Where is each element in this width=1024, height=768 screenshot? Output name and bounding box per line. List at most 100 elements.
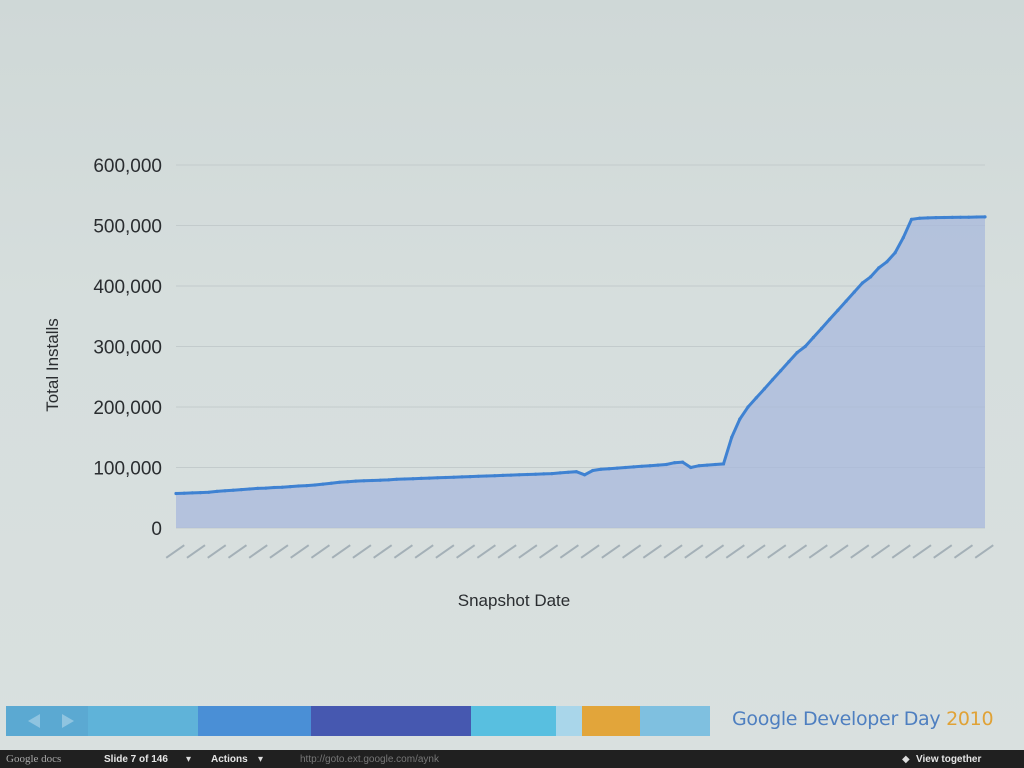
x-tick-mark — [269, 544, 289, 559]
data-point — [795, 351, 799, 355]
data-point — [844, 299, 848, 303]
data-point — [566, 470, 570, 474]
data-point — [779, 369, 783, 373]
data-point — [370, 478, 374, 483]
data-point — [950, 215, 954, 219]
data-point — [476, 474, 480, 478]
x-tick-mark — [435, 544, 455, 559]
x-tick-mark — [580, 544, 600, 559]
data-point — [207, 490, 211, 494]
data-point — [869, 275, 873, 279]
data-point — [484, 474, 489, 478]
data-point — [444, 475, 448, 480]
data-point — [656, 463, 660, 467]
data-point — [435, 476, 440, 480]
data-point — [313, 483, 317, 487]
x-tick-mark — [912, 544, 932, 559]
data-point — [681, 460, 685, 464]
data-point — [198, 491, 203, 495]
x-tick-mark — [373, 544, 393, 559]
data-point — [860, 281, 865, 285]
share-url[interactable]: http://goto.ext.google.com/aynk — [300, 754, 439, 765]
x-tick-mark — [497, 544, 517, 559]
x-tick-mark — [227, 544, 248, 559]
data-point — [223, 489, 227, 493]
data-point — [419, 476, 423, 480]
data-point — [182, 491, 186, 495]
data-point — [231, 488, 235, 492]
data-point — [721, 462, 726, 466]
band-segment-7 — [640, 706, 710, 736]
data-point — [664, 462, 668, 467]
footer-color-band — [0, 706, 1024, 742]
x-tick-mark — [248, 544, 268, 559]
data-point — [288, 485, 292, 489]
x-tick-mark — [414, 544, 434, 559]
data-point — [280, 485, 284, 489]
slide-counter[interactable]: Slide 7 of 146 — [104, 754, 168, 765]
view-together-button[interactable]: View together — [916, 754, 982, 765]
x-tick-mark — [310, 544, 331, 559]
data-point — [599, 467, 603, 471]
data-point — [264, 486, 268, 490]
x-tick-mark — [870, 544, 891, 559]
data-point — [272, 485, 276, 490]
x-tick-mark — [207, 544, 227, 559]
data-point — [411, 477, 415, 481]
data-point — [427, 476, 431, 480]
data-point — [583, 473, 587, 477]
data-point — [378, 478, 382, 482]
x-tick-mark — [829, 544, 849, 559]
data-point — [354, 479, 358, 483]
x-tick-mark — [767, 544, 787, 559]
y-tick-label: 500,000 — [93, 217, 162, 238]
data-point — [975, 215, 979, 219]
data-point — [534, 472, 538, 476]
data-point — [247, 487, 252, 491]
nav-segment[interactable] — [6, 706, 88, 736]
install-chart: 0 100,000 200,000 300,000 400,000 500,000 600,… — [43, 156, 994, 610]
x-tick-mark — [891, 544, 911, 559]
x-tick-mark — [352, 544, 372, 559]
data-point — [215, 489, 219, 493]
x-axis-ticks — [165, 544, 994, 559]
data-point — [918, 216, 922, 220]
x-tick-mark — [518, 544, 538, 559]
x-tick-mark — [704, 544, 725, 559]
x-tick-mark — [684, 544, 704, 559]
chat-icon[interactable]: ◆ — [902, 754, 910, 765]
actions-menu[interactable]: Actions — [211, 754, 248, 765]
data-point — [967, 215, 971, 219]
data-point — [493, 474, 497, 478]
y-tick-label: 200,000 — [93, 398, 162, 419]
x-tick-mark — [663, 544, 683, 559]
data-point — [754, 396, 758, 400]
data-point — [909, 217, 914, 221]
data-point — [403, 477, 407, 481]
x-tick-mark — [642, 544, 662, 559]
docs-logo[interactable]: Google docs — [6, 753, 62, 765]
plot-area — [174, 215, 987, 528]
slide-dropdown-icon[interactable]: ▾ — [186, 754, 192, 765]
x-tick-mark — [787, 544, 808, 559]
data-point — [550, 472, 554, 476]
data-point — [591, 468, 595, 473]
x-tick-mark — [476, 544, 496, 559]
x-tick-mark — [539, 544, 559, 559]
x-tick-mark — [393, 544, 413, 559]
brand-logo: Google Developer Day 2010 — [732, 708, 994, 730]
data-point — [942, 215, 946, 220]
x-axis-title: Snapshot Date — [458, 591, 570, 610]
data-point — [501, 473, 505, 477]
data-point — [362, 479, 366, 483]
next-arrow-icon[interactable] — [62, 714, 74, 728]
prev-arrow-icon[interactable] — [28, 714, 40, 728]
actions-dropdown-icon[interactable]: ▾ — [258, 754, 264, 765]
x-tick-mark — [933, 544, 953, 559]
x-tick-mark — [808, 544, 828, 559]
x-tick-mark — [456, 544, 476, 559]
data-point — [190, 491, 194, 495]
data-point — [640, 464, 644, 468]
data-point — [820, 326, 824, 330]
data-point — [517, 473, 521, 477]
